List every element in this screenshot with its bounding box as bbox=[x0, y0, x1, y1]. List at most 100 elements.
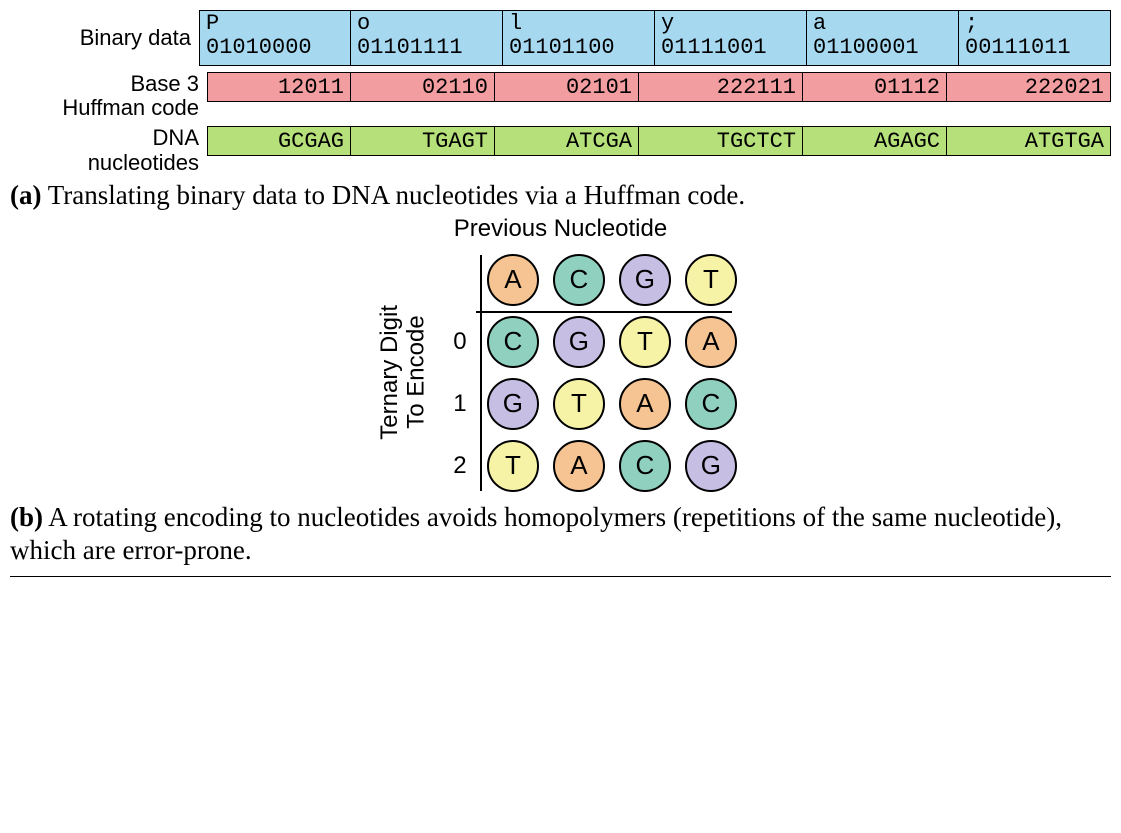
panel-b: Ternary DigitTo Encode ACGT0CGTA1GTAC2TA… bbox=[377, 249, 744, 497]
cell-binary: 01100001 bbox=[813, 35, 952, 61]
col-header: A bbox=[480, 249, 546, 311]
grid-cell: T bbox=[480, 435, 546, 497]
grid-cell: G bbox=[480, 373, 546, 435]
data-cell: P01010000 bbox=[199, 10, 351, 66]
data-cell: 222021 bbox=[947, 72, 1111, 102]
caption-b: (b) A rotating encoding to nucleotides a… bbox=[10, 501, 1111, 569]
col-header: C bbox=[546, 249, 612, 311]
grid-cell: A bbox=[612, 373, 678, 435]
data-cell: AGAGC bbox=[803, 126, 947, 156]
data-cell: GCGAG bbox=[207, 126, 351, 156]
data-cell: TGCTCT bbox=[639, 126, 803, 156]
panel-b-side-label: Ternary DigitTo Encode bbox=[377, 305, 430, 440]
nucleotide-g-circle: G bbox=[553, 316, 605, 368]
data-cell: 02110 bbox=[351, 72, 495, 102]
cell-char: P bbox=[206, 13, 344, 35]
row-label: DNAnucleotides bbox=[10, 126, 207, 174]
data-cell: o01101111 bbox=[351, 10, 503, 66]
col-header: G bbox=[612, 249, 678, 311]
nucleotide-c-circle: C bbox=[619, 440, 671, 492]
cell-char: l bbox=[509, 13, 648, 35]
nucleotide-c-circle: C bbox=[553, 254, 605, 306]
nucleotide-a-circle: A bbox=[553, 440, 605, 492]
row-cells: P01010000o01101111l01101100y01111001a011… bbox=[199, 10, 1111, 66]
row-label: Base 3Huffman code bbox=[10, 72, 207, 120]
data-cell: 01112 bbox=[803, 72, 947, 102]
row-header: 2 bbox=[440, 435, 480, 497]
cell-value: ATCGA bbox=[501, 129, 632, 154]
grid-cell: G bbox=[678, 435, 744, 497]
data-cell: 12011 bbox=[207, 72, 351, 102]
encoding-grid-wrap: ACGT0CGTA1GTAC2TACG bbox=[440, 249, 744, 497]
cell-char: a bbox=[813, 13, 952, 35]
grid-cell: G bbox=[546, 311, 612, 373]
row-header: 1 bbox=[440, 373, 480, 435]
cell-char: o bbox=[357, 13, 496, 35]
nucleotide-t-circle: T bbox=[685, 254, 737, 306]
cell-binary: 01010000 bbox=[206, 35, 344, 61]
nucleotide-a-circle: A bbox=[487, 254, 539, 306]
data-cell: 02101 bbox=[495, 72, 639, 102]
nucleotide-t-circle: T bbox=[553, 378, 605, 430]
panel-a-row: Binary dataP01010000o01101111l01101100y0… bbox=[10, 10, 1111, 66]
grid-cell: A bbox=[546, 435, 612, 497]
row-cells: GCGAG TGAGT ATCGA TGCTCT AGAGC ATGTGA bbox=[207, 126, 1111, 174]
cell-binary: 00111011 bbox=[965, 35, 1104, 61]
nucleotide-g-circle: G bbox=[619, 254, 671, 306]
panel-a-row: DNAnucleotides GCGAG TGAGT ATCGA TGCTCT AGAGC… bbox=[10, 126, 1111, 174]
data-cell: 222111 bbox=[639, 72, 803, 102]
grid-cell: T bbox=[546, 373, 612, 435]
cell-value: GCGAG bbox=[214, 129, 344, 154]
cell-binary: 01111001 bbox=[661, 35, 800, 61]
data-cell: ATGTGA bbox=[947, 126, 1111, 156]
grid-cell: T bbox=[612, 311, 678, 373]
footer-rule bbox=[10, 576, 1111, 577]
nucleotide-t-circle: T bbox=[487, 440, 539, 492]
nucleotide-t-circle: T bbox=[619, 316, 671, 368]
caption-a: (a) Translating binary data to DNA nucle… bbox=[10, 179, 1111, 213]
data-cell: ATCGA bbox=[495, 126, 639, 156]
grid-cell: A bbox=[678, 311, 744, 373]
row-label: Binary data bbox=[10, 10, 199, 66]
cell-value: 01112 bbox=[809, 75, 940, 100]
cell-value: TGAGT bbox=[357, 129, 488, 154]
col-header: T bbox=[678, 249, 744, 311]
data-cell: TGAGT bbox=[351, 126, 495, 156]
grid-cell: C bbox=[480, 311, 546, 373]
nucleotide-c-circle: C bbox=[487, 316, 539, 368]
data-cell: ;00111011 bbox=[959, 10, 1111, 66]
cell-char: y bbox=[661, 13, 800, 35]
nucleotide-a-circle: A bbox=[619, 378, 671, 430]
nucleotide-a-circle: A bbox=[685, 316, 737, 368]
cell-value: 02110 bbox=[357, 75, 488, 100]
cell-binary: 01101111 bbox=[357, 35, 496, 61]
panel-b-top-label: Previous Nucleotide bbox=[454, 215, 667, 243]
panel-a: Binary dataP01010000o01101111l01101100y0… bbox=[10, 10, 1111, 175]
caption-a-bold: (a) bbox=[10, 180, 41, 210]
panel-b-wrap: Previous Nucleotide Ternary DigitTo Enco… bbox=[10, 215, 1111, 497]
grid-hline bbox=[476, 311, 732, 313]
blank-cell bbox=[440, 249, 480, 311]
cell-value: ATGTGA bbox=[953, 129, 1104, 154]
row-cells: 12011 02110 02101 222111 01112 222021 bbox=[207, 72, 1111, 120]
cell-char: ; bbox=[965, 13, 1104, 35]
cell-value: TGCTCT bbox=[645, 129, 796, 154]
cell-value: 02101 bbox=[501, 75, 632, 100]
data-cell: l01101100 bbox=[503, 10, 655, 66]
grid-cell: C bbox=[612, 435, 678, 497]
caption-a-text: Translating binary data to DNA nucleotid… bbox=[41, 180, 745, 210]
cell-binary: 01101100 bbox=[509, 35, 648, 61]
caption-b-bold: (b) bbox=[10, 502, 43, 532]
nucleotide-g-circle: G bbox=[685, 440, 737, 492]
nucleotide-g-circle: G bbox=[487, 378, 539, 430]
data-cell: a01100001 bbox=[807, 10, 959, 66]
cell-value: AGAGC bbox=[809, 129, 940, 154]
cell-value: 222111 bbox=[645, 75, 796, 100]
caption-b-text: A rotating encoding to nucleotides avoid… bbox=[10, 502, 1062, 566]
grid-vline bbox=[480, 255, 482, 491]
cell-value: 12011 bbox=[214, 75, 344, 100]
grid-cell: C bbox=[678, 373, 744, 435]
cell-value: 222021 bbox=[953, 75, 1104, 100]
panel-a-row: Base 3Huffman code 12011 02110 02101 222111 0… bbox=[10, 72, 1111, 120]
row-header: 0 bbox=[440, 311, 480, 373]
